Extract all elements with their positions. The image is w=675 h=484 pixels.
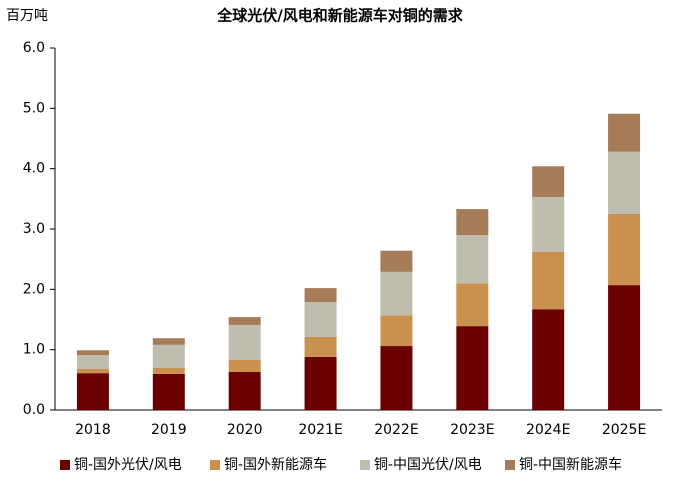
bar-segment xyxy=(152,373,185,410)
x-tick-label: 2019 xyxy=(151,422,187,438)
x-tick-label: 2024E xyxy=(526,422,570,438)
x-tick-label: 2018 xyxy=(75,422,111,438)
bar-segment xyxy=(608,213,641,286)
bar-segment xyxy=(76,373,109,410)
bar-segment xyxy=(304,356,337,410)
bar-segment xyxy=(532,166,565,198)
legend-swatch xyxy=(210,460,220,470)
bar-segment xyxy=(456,326,489,410)
chart-title: 全球光伏/风电和新能源车对铜的需求 xyxy=(216,7,463,25)
bar-segment xyxy=(228,317,261,325)
legend-swatch xyxy=(505,460,515,470)
x-tick-label: 2022E xyxy=(374,422,418,438)
bar-segment xyxy=(608,151,641,214)
y-tick-label: 1.0 xyxy=(23,342,45,358)
bar-segment xyxy=(304,336,337,357)
x-tick-label: 2023E xyxy=(450,422,494,438)
bar-segment xyxy=(532,309,565,410)
legend-swatch xyxy=(60,460,70,470)
bar-segment xyxy=(152,367,185,374)
bar-segment xyxy=(532,251,565,310)
x-tick-label: 2025E xyxy=(602,422,646,438)
bar-segment xyxy=(608,285,641,410)
legend-label: 铜-中国光伏/风电 xyxy=(374,457,482,473)
bar-segment xyxy=(304,302,337,337)
y-tick-label: 5.0 xyxy=(23,100,45,116)
y-tick-label: 0.0 xyxy=(23,402,45,418)
bar-segment xyxy=(380,271,413,316)
bar-segment xyxy=(152,344,185,368)
bar-segment xyxy=(456,235,489,284)
bar-segment xyxy=(76,355,109,369)
bar-segment xyxy=(228,371,261,410)
bar-segment xyxy=(228,324,261,360)
legend-label: 铜-国外光伏/风电 xyxy=(74,457,182,473)
bar-segment xyxy=(304,288,337,303)
bar-segment xyxy=(380,315,413,347)
bar-segment xyxy=(608,113,641,152)
bar-segment xyxy=(76,368,109,374)
y-axis-label: 百万吨 xyxy=(6,8,48,24)
x-tick-label: 2020 xyxy=(227,422,263,438)
bar-segment xyxy=(456,283,489,327)
bar-segment xyxy=(456,209,489,236)
bar-segment xyxy=(76,350,109,356)
bar-segment xyxy=(532,197,565,252)
x-tick-label: 2021E xyxy=(298,422,342,438)
bar-segment xyxy=(228,359,261,372)
bar-segment xyxy=(380,346,413,410)
bar-segment xyxy=(380,250,413,272)
legend-swatch xyxy=(360,460,370,470)
legend-label: 铜-国外新能源车 xyxy=(224,456,327,473)
y-tick-label: 3.0 xyxy=(23,221,45,237)
y-tick-label: 4.0 xyxy=(23,161,45,177)
y-tick-label: 2.0 xyxy=(23,281,45,297)
legend-label: 铜-中国新能源车 xyxy=(519,456,622,473)
y-tick-label: 6.0 xyxy=(23,40,45,56)
bar-segment xyxy=(152,338,185,345)
